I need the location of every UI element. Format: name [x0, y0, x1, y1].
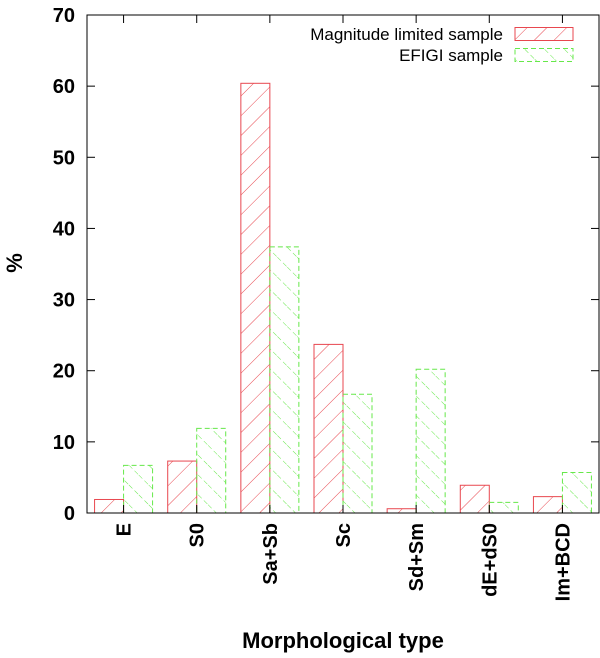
x-tick-label: S0	[187, 523, 209, 547]
bar-fill	[240, 83, 270, 513]
bar-fill	[269, 246, 299, 513]
x-tick-label: E	[114, 523, 136, 536]
bar-fill	[123, 465, 153, 513]
bar-efigi-Sc	[342, 393, 373, 514]
y-tick-label: 70	[53, 5, 75, 27]
legend-label: Magnitude limited sample	[310, 25, 503, 44]
bar-efigi-S0	[196, 427, 227, 514]
legend-swatch-fill	[515, 27, 573, 41]
legend-swatch-fill	[515, 48, 573, 62]
legend-label: EFIGI sample	[399, 46, 503, 65]
bar-efigi-E	[123, 464, 154, 514]
bar-fill	[343, 394, 372, 513]
bar-fill	[416, 369, 446, 513]
bar-fill	[314, 344, 343, 513]
y-tick-label: 60	[53, 76, 75, 98]
y-tick-label: 20	[53, 361, 75, 383]
x-axis: E S0 Sa+Sb Sc Sd+Sm dE+dS0 Im+BCD	[114, 15, 574, 601]
bar-fill	[562, 472, 592, 513]
x-tick-label: dE+dS0	[479, 523, 501, 597]
bar-efigi-Sd+Sm	[415, 368, 446, 514]
y-axis: 0 10 20 30 40 50 60 70	[53, 5, 599, 525]
bar-efigi-Im+BCD	[561, 471, 592, 514]
x-tick-label: Sd+Sm	[406, 523, 428, 591]
x-axis-title: Morphological type	[242, 628, 444, 653]
bars-group	[94, 82, 592, 514]
bar-fill	[489, 502, 519, 513]
bar-fill	[196, 428, 226, 513]
y-tick-label: 0	[64, 503, 75, 525]
legend: Magnitude limited sample EFIGI sample	[310, 25, 574, 65]
bar-fill	[387, 508, 417, 513]
legend-swatch	[514, 27, 574, 41]
y-tick-label: 30	[53, 290, 75, 312]
bar-magnitude-limited-S0	[167, 460, 198, 514]
bar-magnitude-limited-Sa+Sb	[240, 82, 271, 514]
bar-magnitude-limited-E	[94, 498, 125, 514]
legend-swatch	[514, 48, 574, 62]
x-tick-label: Sc	[333, 523, 355, 547]
bar-fill	[460, 485, 490, 513]
bar-magnitude-limited-Sc	[313, 343, 344, 514]
y-tick-label: 10	[53, 432, 75, 454]
bar-efigi-Sa+Sb	[269, 246, 300, 514]
bar-outline	[269, 246, 300, 514]
bar-efigi-dE+dS0	[488, 501, 519, 514]
bar-magnitude-limited-Sd+Sm	[386, 508, 417, 514]
y-tick-label: 40	[53, 218, 75, 240]
bar-fill	[94, 499, 124, 513]
x-tick-label: Im+BCD	[552, 523, 574, 601]
y-axis-title: %	[2, 253, 27, 273]
y-tick-label: 50	[53, 147, 75, 169]
bar-fill	[167, 461, 197, 513]
x-tick-label: Sa+Sb	[260, 523, 282, 585]
bar-fill	[533, 496, 563, 513]
bar-magnitude-limited-dE+dS0	[459, 484, 490, 514]
bar-magnitude-limited-Im+BCD	[532, 496, 563, 514]
